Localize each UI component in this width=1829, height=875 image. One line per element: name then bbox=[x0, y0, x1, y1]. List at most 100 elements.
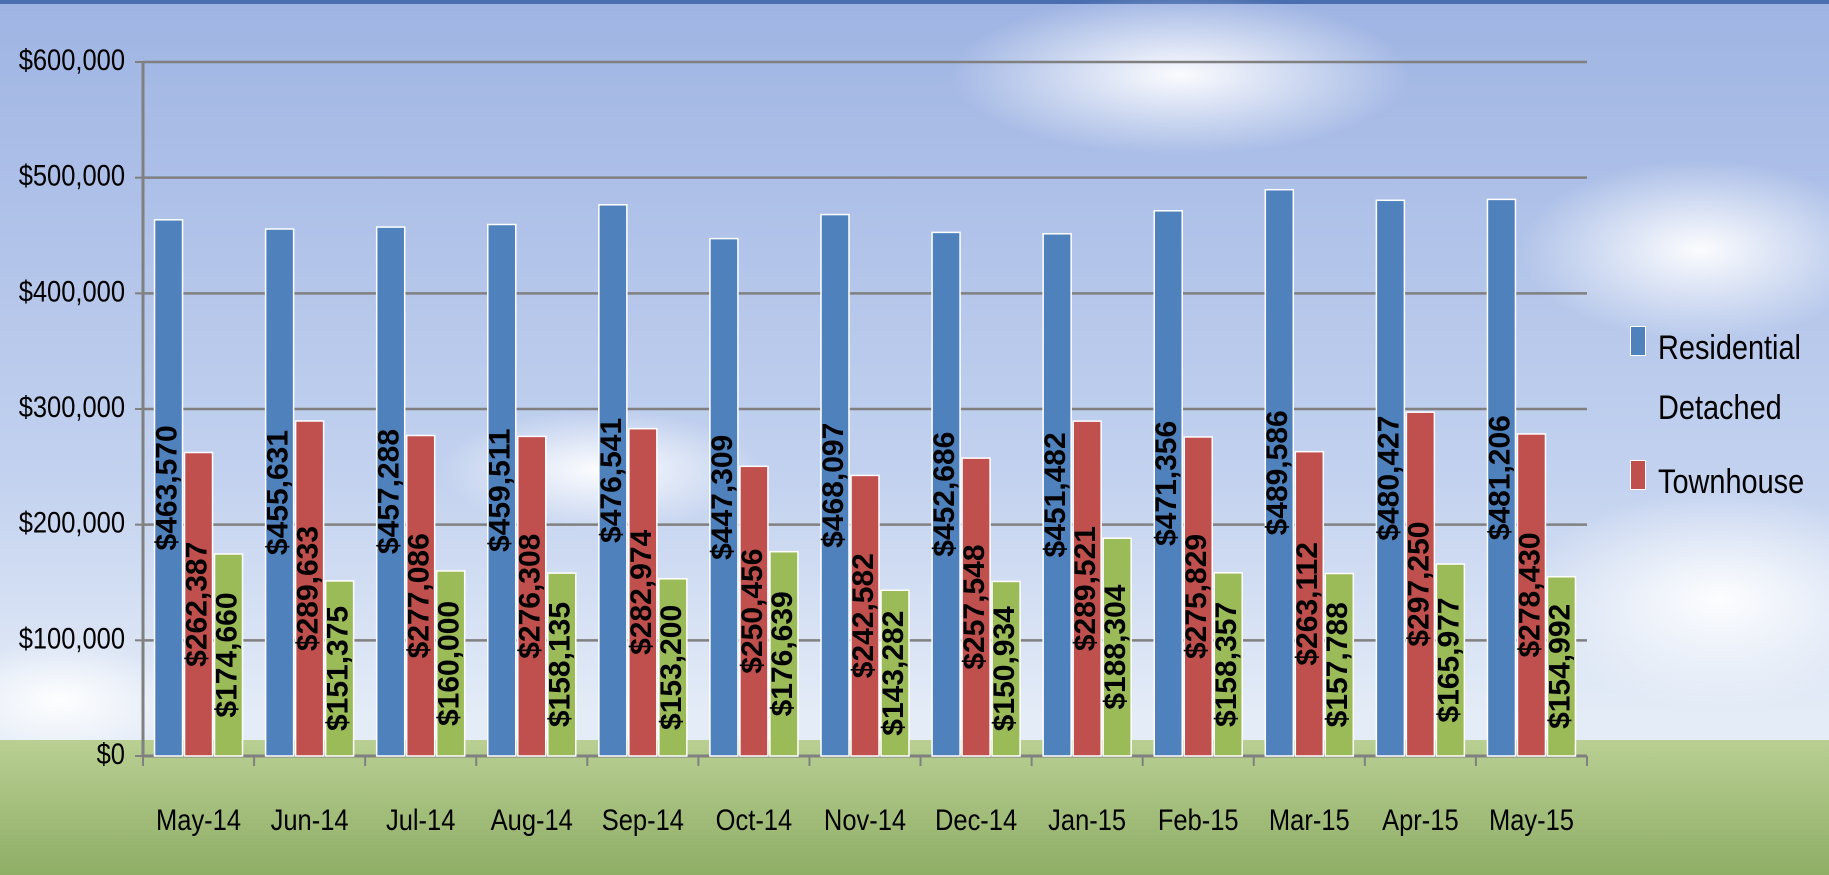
value-label: $275,829 bbox=[1180, 534, 1213, 659]
y-tick-label: $400,000 bbox=[19, 274, 125, 307]
value-label: $257,548 bbox=[958, 544, 991, 669]
value-label: $242,582 bbox=[847, 553, 880, 678]
bar bbox=[1042, 233, 1072, 757]
x-tick-label: Aug-14 bbox=[491, 803, 573, 836]
bar bbox=[1435, 563, 1466, 757]
value-label: $297,250 bbox=[1402, 522, 1435, 647]
value-label: $276,308 bbox=[514, 534, 547, 659]
y-tick-label: $100,000 bbox=[19, 621, 125, 654]
y-tick-label: $300,000 bbox=[19, 390, 125, 423]
y-tick-label: $200,000 bbox=[19, 506, 125, 539]
value-label: $150,934 bbox=[988, 606, 1021, 731]
legend-label: Residential Detached bbox=[1658, 329, 1801, 427]
legend: Residential Detached Townhouse bbox=[1630, 318, 1825, 526]
bar bbox=[153, 219, 184, 757]
x-tick-label: Nov-14 bbox=[824, 803, 906, 836]
bar bbox=[487, 223, 517, 757]
value-label: $277,086 bbox=[403, 533, 436, 658]
value-label: $471,356 bbox=[1150, 421, 1183, 546]
legend-swatch bbox=[1630, 326, 1646, 356]
bar bbox=[435, 570, 466, 757]
plot-area: $0 $100,000 $200,000 $300,000 $400,000 $500,0… bbox=[19, 43, 1588, 836]
x-tick-label: Sep-14 bbox=[602, 803, 684, 836]
x-tick-label: Jan-15 bbox=[1048, 803, 1126, 836]
value-label: $165,977 bbox=[1432, 597, 1465, 722]
bar bbox=[658, 578, 688, 757]
x-tick-label: May-15 bbox=[1489, 803, 1574, 836]
bar bbox=[1153, 210, 1183, 757]
value-label: $158,357 bbox=[1210, 602, 1243, 727]
bar bbox=[517, 435, 547, 757]
value-label: $160,000 bbox=[433, 601, 466, 726]
value-label: $476,541 bbox=[595, 418, 628, 543]
bar bbox=[931, 231, 961, 757]
bar bbox=[1072, 420, 1102, 757]
bar bbox=[213, 553, 244, 757]
bar bbox=[961, 457, 991, 757]
value-label: $174,660 bbox=[210, 592, 243, 717]
value-label: $176,639 bbox=[766, 591, 799, 716]
value-label: $262,387 bbox=[180, 542, 213, 667]
value-label: $452,686 bbox=[928, 432, 961, 557]
bar bbox=[739, 465, 769, 757]
value-label: $188,304 bbox=[1099, 584, 1132, 709]
cloud bbox=[950, 0, 1410, 155]
bar bbox=[294, 420, 325, 757]
bar bbox=[1375, 199, 1406, 757]
x-tick-label: Jul-14 bbox=[386, 803, 455, 836]
value-label: $459,511 bbox=[484, 429, 517, 552]
value-label: $158,135 bbox=[544, 602, 577, 727]
legend-label: Townhouse bbox=[1658, 463, 1805, 501]
value-label: $151,375 bbox=[322, 606, 355, 731]
value-label: $250,456 bbox=[736, 549, 769, 674]
bar bbox=[628, 427, 658, 757]
x-tick-label: Oct-14 bbox=[716, 803, 792, 836]
value-label: $457,288 bbox=[373, 429, 406, 554]
cloud bbox=[0, 640, 180, 760]
x-tick-label: Mar-15 bbox=[1269, 803, 1350, 836]
value-label: $489,586 bbox=[1261, 410, 1294, 535]
y-tick-label: $500,000 bbox=[19, 159, 125, 192]
value-label: $263,112 bbox=[1291, 542, 1324, 665]
legend-item: Residential Detached bbox=[1630, 318, 1825, 438]
value-label: $463,570 bbox=[150, 425, 183, 550]
x-tick-label: Feb-15 bbox=[1158, 803, 1239, 836]
x-tick-label: Jun-14 bbox=[271, 803, 349, 836]
top-border bbox=[0, 0, 1829, 4]
bar bbox=[1546, 575, 1577, 757]
bar bbox=[183, 451, 214, 757]
bar bbox=[880, 589, 910, 757]
bar bbox=[1102, 537, 1132, 757]
bar bbox=[820, 213, 850, 757]
bar bbox=[709, 237, 739, 757]
bar bbox=[375, 226, 406, 757]
value-label: $451,482 bbox=[1039, 432, 1072, 557]
bar bbox=[769, 550, 799, 757]
bar bbox=[1486, 198, 1517, 757]
bar bbox=[991, 580, 1021, 757]
bar bbox=[324, 580, 355, 757]
y-tick-label: $600,000 bbox=[19, 43, 125, 76]
grass bbox=[0, 740, 1829, 875]
bar bbox=[1183, 436, 1213, 757]
bar bbox=[1213, 572, 1243, 757]
value-label: $480,427 bbox=[1372, 416, 1405, 541]
legend-item: Townhouse bbox=[1630, 452, 1825, 512]
bar bbox=[547, 572, 577, 757]
y-tick-label: $0 bbox=[97, 737, 125, 770]
bar bbox=[405, 434, 436, 757]
x-tick-label: Apr-15 bbox=[1382, 803, 1459, 836]
bar bbox=[1294, 450, 1325, 757]
bar bbox=[1405, 411, 1436, 757]
value-label: $289,521 bbox=[1069, 526, 1102, 651]
value-label: $154,992 bbox=[1543, 604, 1576, 729]
value-label: $468,097 bbox=[817, 423, 850, 548]
value-label: $143,282 bbox=[877, 611, 910, 736]
value-label: $278,430 bbox=[1513, 532, 1546, 657]
bar bbox=[1264, 188, 1295, 757]
x-tick-label: May-14 bbox=[156, 803, 241, 836]
bar bbox=[1324, 572, 1355, 757]
value-label: $153,200 bbox=[655, 605, 688, 730]
